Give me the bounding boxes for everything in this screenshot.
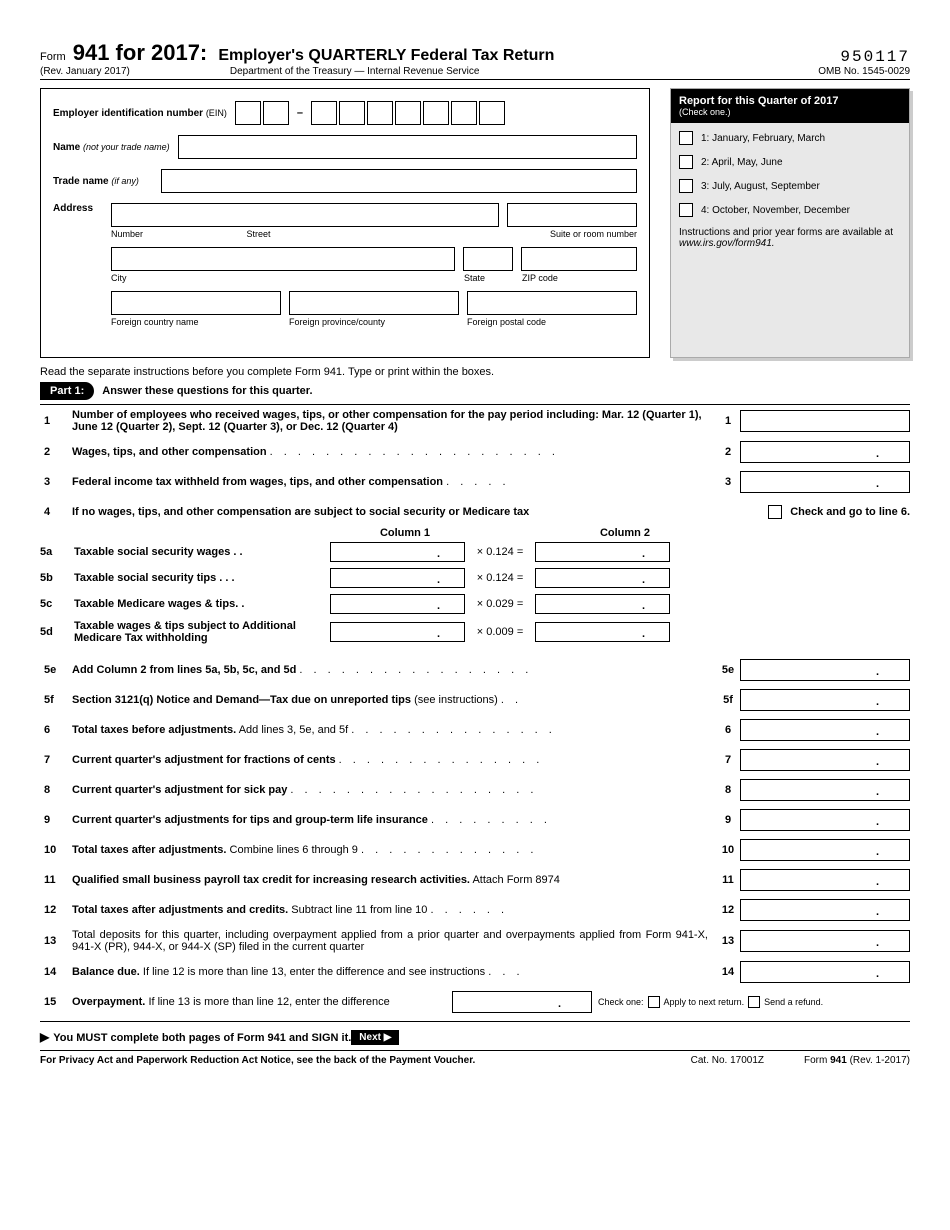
- line4-checkbox[interactable]: [768, 505, 782, 519]
- line7-text: Current quarter's adjustment for fractio…: [72, 754, 716, 766]
- line15-input[interactable]: .: [452, 991, 592, 1013]
- line2-input[interactable]: .: [740, 441, 910, 463]
- line5e-input[interactable]: .: [740, 659, 910, 681]
- line4-text: If no wages, tips, and other compensatio…: [72, 506, 768, 518]
- line7-input[interactable]: .: [740, 749, 910, 771]
- q4-checkbox[interactable]: [679, 203, 693, 217]
- line12-input[interactable]: .: [740, 899, 910, 921]
- form-label: Form: [40, 51, 66, 63]
- state-input[interactable]: [463, 247, 513, 271]
- quarter-header: Report for this Quarter of 2017 (Check o…: [671, 89, 909, 123]
- line10-text: Total taxes after adjustments. Combine l…: [72, 844, 716, 856]
- header: Form 941 for 2017: Employer's QUARTERLY …: [40, 40, 910, 80]
- line11-input[interactable]: .: [740, 869, 910, 891]
- part1-header: Part 1: Answer these questions for this …: [40, 382, 910, 400]
- line6-input[interactable]: .: [740, 719, 910, 741]
- name-input[interactable]: [178, 135, 637, 159]
- ein-input[interactable]: –: [235, 101, 505, 125]
- form-941: Form 941 for 2017: Employer's QUARTERLY …: [40, 40, 910, 1066]
- line5d-col1[interactable]: .: [330, 622, 465, 642]
- line5a-col2[interactable]: .: [535, 542, 670, 562]
- form-code: 950117: [818, 48, 910, 66]
- line5f-input[interactable]: .: [740, 689, 910, 711]
- line5d-col2[interactable]: .: [535, 622, 670, 642]
- line3-input[interactable]: .: [740, 471, 910, 493]
- line14-text: Balance due. If line 12 is more than lin…: [72, 966, 716, 978]
- line9-input[interactable]: .: [740, 809, 910, 831]
- lines: 1 Number of employees who received wages…: [40, 404, 910, 1017]
- line13-text: Total deposits for this quarter, includi…: [72, 929, 716, 953]
- line10-input[interactable]: .: [740, 839, 910, 861]
- rev-date: (Rev. January 2017): [40, 66, 130, 77]
- line8-input[interactable]: .: [740, 779, 910, 801]
- line5b-text: Taxable social security tips . . .: [70, 572, 330, 584]
- bottom-row: For Privacy Act and Paperwork Reduction …: [40, 1050, 910, 1066]
- line5f-text: Section 3121(q) Notice and Demand—Tax du…: [72, 694, 716, 706]
- form-subtitle: Employer's QUARTERLY Federal Tax Return: [218, 47, 554, 64]
- part1-title: Answer these questions for this quarter.: [102, 385, 312, 397]
- line12-text: Total taxes after adjustments and credit…: [72, 904, 716, 916]
- line5a-text: Taxable social security wages . .: [70, 546, 330, 558]
- line5b-col1[interactable]: .: [330, 568, 465, 588]
- line5a-col1[interactable]: .: [330, 542, 465, 562]
- dept: Department of the Treasury — Internal Re…: [230, 66, 480, 77]
- instructions: Read the separate instructions before yo…: [40, 366, 910, 378]
- trade-label: Trade name (if any): [53, 176, 153, 187]
- zip-input[interactable]: [521, 247, 637, 271]
- q2-checkbox[interactable]: [679, 155, 693, 169]
- employer-box: Employer identification number (EIN) – N…: [40, 88, 650, 358]
- line11-text: Qualified small business payroll tax cre…: [72, 874, 716, 886]
- apply-next-checkbox[interactable]: [648, 996, 660, 1008]
- line5e-text: Add Column 2 from lines 5a, 5b, 5c, and …: [72, 664, 716, 676]
- line14-input[interactable]: .: [740, 961, 910, 983]
- form-title: 941 for 2017:: [73, 40, 208, 65]
- quarter-note: Instructions and prior year forms are av…: [679, 227, 901, 249]
- line5b-col2[interactable]: .: [535, 568, 670, 588]
- part1-badge: Part 1:: [40, 382, 94, 400]
- send-refund-checkbox[interactable]: [748, 996, 760, 1008]
- line3-text: Federal income tax withheld from wages, …: [72, 476, 716, 488]
- line1-input[interactable]: [740, 410, 910, 432]
- quarter-box: Report for this Quarter of 2017 (Check o…: [670, 88, 910, 358]
- city-input[interactable]: [111, 247, 455, 271]
- address-label: Address: [53, 203, 103, 214]
- foreign-country-input[interactable]: [111, 291, 281, 315]
- line5c-col1[interactable]: .: [330, 594, 465, 614]
- foreign-postal-input[interactable]: [467, 291, 637, 315]
- line6-text: Total taxes before adjustments. Add line…: [72, 724, 716, 736]
- line9-text: Current quarter's adjustments for tips a…: [72, 814, 716, 826]
- omb-number: OMB No. 1545-0029: [818, 66, 910, 77]
- line5c-col2[interactable]: .: [535, 594, 670, 614]
- line5d-text: Taxable wages & tips subject to Addition…: [70, 620, 330, 644]
- name-label: Name (not your trade name): [53, 142, 170, 153]
- line8-text: Current quarter's adjustment for sick pa…: [72, 784, 716, 796]
- suite-input[interactable]: [507, 203, 638, 227]
- footer: ▶You MUST complete both pages of Form 94…: [40, 1021, 910, 1048]
- next-button[interactable]: Next ▶: [351, 1030, 399, 1045]
- q1-checkbox[interactable]: [679, 131, 693, 145]
- q3-checkbox[interactable]: [679, 179, 693, 193]
- trade-input[interactable]: [161, 169, 637, 193]
- line13-input[interactable]: .: [740, 930, 910, 952]
- top-section: Employer identification number (EIN) – N…: [40, 88, 910, 358]
- line15-text: Overpayment. If line 13 is more than lin…: [72, 996, 452, 1008]
- line5c-text: Taxable Medicare wages & tips. .: [70, 598, 330, 610]
- line2-text: Wages, tips, and other compensation . . …: [72, 446, 716, 458]
- street-input[interactable]: [111, 203, 499, 227]
- line1-text: Number of employees who received wages, …: [72, 409, 716, 433]
- ein-label: Employer identification number (EIN): [53, 108, 227, 119]
- foreign-province-input[interactable]: [289, 291, 459, 315]
